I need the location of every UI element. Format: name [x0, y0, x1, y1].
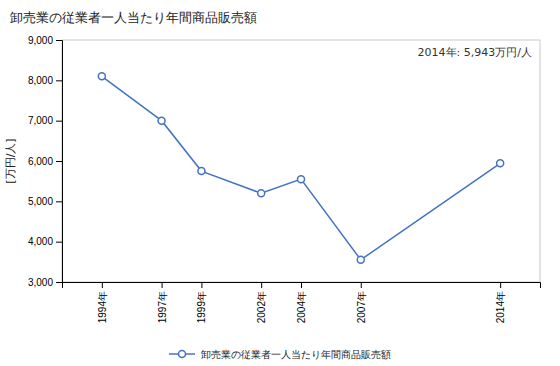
x-axis-line — [63, 283, 541, 289]
x-tick-mark — [361, 282, 362, 288]
y-tick-label: 7,000 — [28, 115, 53, 126]
y-tick-label: 3,000 — [28, 277, 53, 288]
marks — [98, 73, 503, 264]
title: 卸売業の従業者一人当たり年間商品販売額 — [10, 10, 257, 25]
x-tick-mark — [162, 282, 163, 288]
x-tick-label: 1994年 — [97, 291, 108, 323]
point — [298, 176, 305, 183]
x-tick: 2002年 — [256, 282, 267, 323]
x-tick-label: 2007年 — [356, 291, 367, 323]
x-tick-label: 1999年 — [196, 291, 207, 323]
x-tick-mark — [500, 282, 501, 288]
point — [357, 256, 364, 263]
x-tick-mark — [301, 282, 302, 288]
y-tick: 6,000 — [28, 156, 62, 167]
y-tick-mark — [56, 161, 62, 162]
x-tick: 2007年 — [356, 282, 367, 323]
x-tick-label: 2002年 — [256, 291, 267, 323]
x-tick: 2014年 — [495, 282, 506, 323]
y-tick-label: 8,000 — [28, 75, 53, 86]
y-tick: 9,000 — [28, 35, 62, 46]
y-tick-mark — [56, 121, 62, 122]
y-axis-line — [56, 41, 63, 283]
y-tick-label: 9,000 — [28, 35, 53, 46]
y-tick: 7,000 — [28, 115, 62, 126]
chart: 卸売業の従業者一人当たり年間商品販売額 1994年 1997年 1999年 2002年 2… — [0, 0, 560, 366]
x-tick: 2004年 — [296, 282, 307, 323]
plot-frame — [62, 40, 540, 282]
point — [98, 73, 105, 80]
point — [497, 160, 504, 167]
y-tick: 4,000 — [28, 236, 62, 247]
x-tick-label: 1997年 — [157, 291, 168, 323]
x-tick-mark — [201, 282, 202, 288]
annotation: 2014年: 5,943万円/人 — [418, 46, 532, 59]
legend-marker — [179, 351, 186, 358]
x-tick-label: 2014年 — [495, 291, 506, 323]
x-tick: 1997年 — [157, 282, 168, 323]
x-tick-mark — [102, 282, 103, 288]
legend-item: 卸売業の従業者一人当たり年間商品販売額 — [169, 349, 391, 360]
y-tick: 8,000 — [28, 75, 62, 86]
x-tick-mark — [261, 282, 262, 288]
y-axis-label: [万円/人] — [4, 138, 17, 183]
y-tick-label: 4,000 — [28, 236, 53, 247]
point — [258, 190, 265, 197]
y-tick-mark — [56, 282, 62, 283]
line — [102, 76, 500, 260]
y-tick-mark — [56, 40, 62, 41]
x-tick: 1994年 — [97, 282, 108, 323]
y-tick: 5,000 — [28, 196, 62, 207]
legend: 卸売業の従業者一人当たり年間商品販売額 — [169, 349, 391, 360]
y-tick-label: 5,000 — [28, 196, 53, 207]
y-tick-label: 6,000 — [28, 156, 53, 167]
x-tick: 1999年 — [196, 282, 207, 323]
y-tick-mark — [56, 201, 62, 202]
point — [198, 168, 205, 175]
plot: 1994年 1997年 1999年 2002年 2004年 2007年 2014年 3,000… — [28, 35, 541, 324]
point — [158, 117, 165, 124]
y-tick: 3,000 — [28, 277, 62, 288]
y-axis: 3,000 4,000 5,000 6,000 7,000 8,000 9,000 — [28, 35, 63, 288]
x-tick-label: 2004年 — [296, 291, 307, 323]
y-tick-mark — [56, 242, 62, 243]
legend-label: 卸売業の従業者一人当たり年間商品販売額 — [201, 349, 391, 360]
y-tick-mark — [56, 80, 62, 81]
x-axis: 1994年 1997年 1999年 2002年 2004年 2007年 2014年 — [63, 282, 541, 323]
